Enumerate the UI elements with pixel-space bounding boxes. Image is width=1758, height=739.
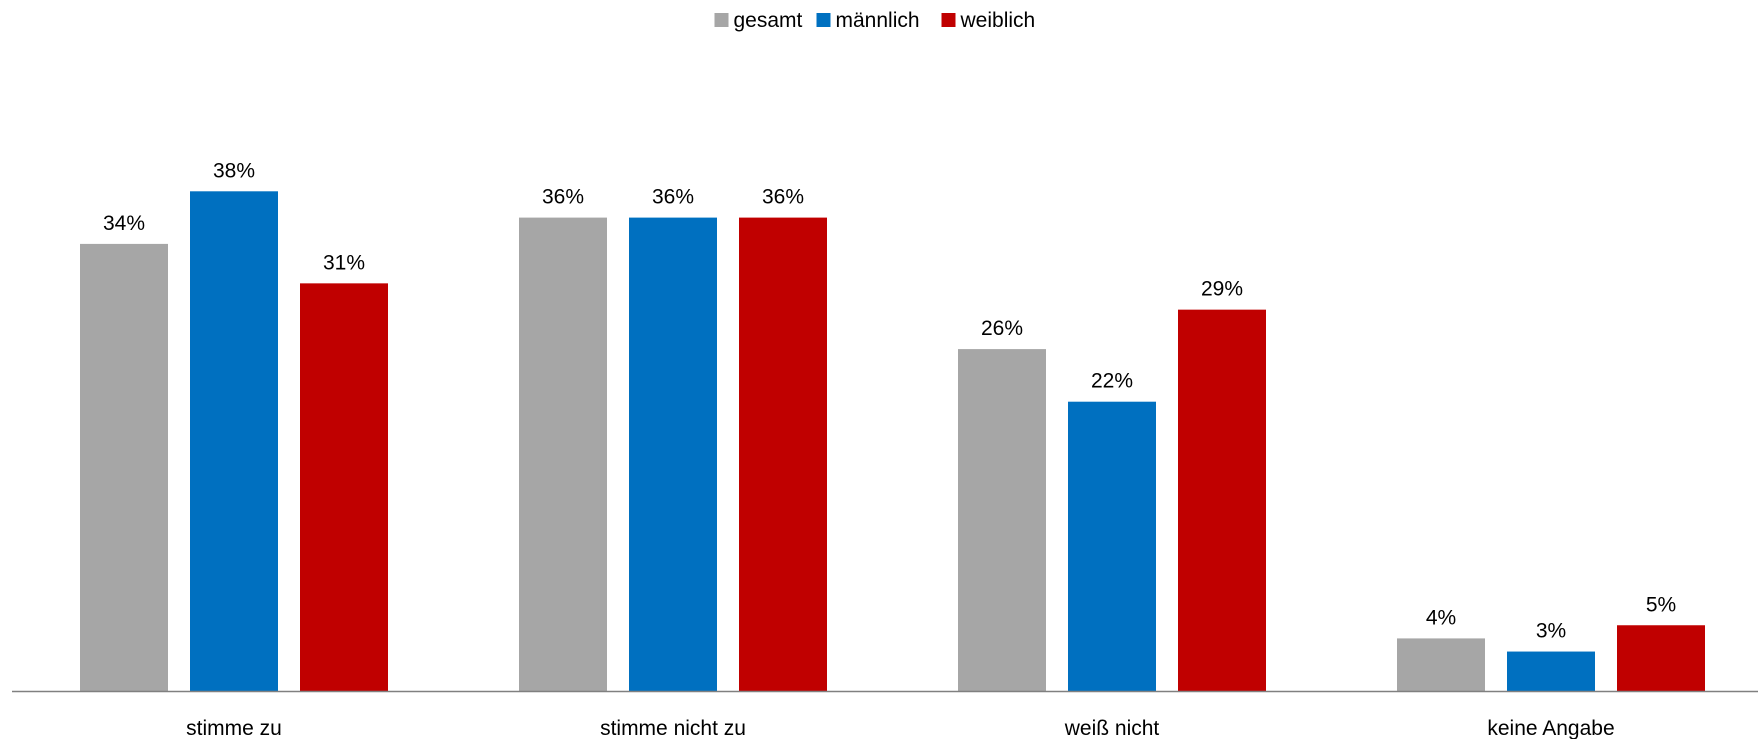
category-label-keine-angabe: keine Angabe (1487, 717, 1614, 739)
legend-item-maennlich: männlich (816, 9, 920, 32)
bars (80, 191, 1705, 692)
value-label-gesamt-keine-angabe: 4% (1426, 606, 1456, 629)
category-label-stimme-nicht-zu: stimme nicht zu (600, 717, 746, 739)
bar-maennlich-stimme-zu (190, 191, 278, 692)
bar-gesamt-keine-angabe (1397, 638, 1485, 691)
bar-gesamt-weiss-nicht (958, 349, 1046, 691)
bar-weiblich-stimme-zu (300, 283, 388, 691)
value-label-maennlich-stimme-zu: 38% (213, 159, 255, 182)
legend-swatch-gesamt (714, 13, 729, 27)
bar-maennlich-keine-angabe (1507, 651, 1595, 691)
bar-weiblich-stimme-nicht-zu (739, 217, 827, 691)
legend-item-gesamt: gesamt (714, 9, 803, 32)
value-label-weiblich-keine-angabe: 5% (1646, 593, 1676, 616)
legend-label-gesamt: gesamt (734, 9, 803, 32)
value-label-maennlich-weiss-nicht: 22% (1091, 370, 1133, 393)
legend-swatch-weiblich (941, 13, 956, 27)
legend-label-weiblich: weiblich (960, 9, 1036, 32)
legend: gesamt männlich weiblich (714, 9, 1036, 32)
value-label-gesamt-weiss-nicht: 26% (981, 317, 1023, 340)
bar-weiblich-keine-angabe (1617, 625, 1705, 691)
bar-maennlich-weiss-nicht (1068, 401, 1156, 691)
bar-gesamt-stimme-nicht-zu (519, 217, 607, 691)
bar-gesamt-stimme-zu (80, 243, 168, 691)
bar-weiblich-weiss-nicht (1178, 309, 1266, 691)
value-label-maennlich-stimme-nicht-zu: 36% (652, 186, 694, 209)
value-label-weiblich-weiss-nicht: 29% (1201, 278, 1243, 301)
value-label-gesamt-stimme-nicht-zu: 36% (542, 186, 584, 209)
legend-label-maennlich: männlich (836, 9, 920, 32)
category-labels: stimme zu stimme nicht zu weiß nicht keine … (186, 717, 1614, 739)
category-label-stimme-zu: stimme zu (186, 717, 282, 739)
legend-item-weiblich: weiblich (941, 9, 1036, 32)
category-label-weiss-nicht: weiß nicht (1064, 717, 1160, 739)
value-label-maennlich-keine-angabe: 3% (1536, 620, 1566, 643)
value-label-weiblich-stimme-zu: 31% (323, 251, 365, 274)
value-label-weiblich-stimme-nicht-zu: 36% (762, 186, 804, 209)
value-labels: 34% 38% 31% 36% 36% 36% 26% 22% 29% 4% 3% 5% (103, 159, 1676, 642)
bar-maennlich-stimme-nicht-zu (629, 217, 717, 691)
value-label-gesamt-stimme-zu: 34% (103, 212, 145, 235)
legend-swatch-maennlich (816, 13, 831, 27)
